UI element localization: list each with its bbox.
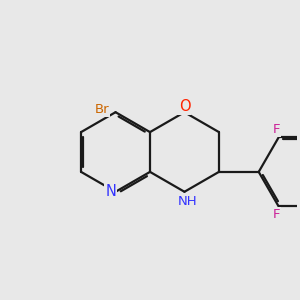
Text: Br: Br (94, 103, 109, 116)
Text: O: O (178, 99, 190, 114)
Text: N: N (105, 184, 116, 199)
Text: F: F (273, 123, 280, 136)
Text: F: F (273, 208, 280, 221)
Text: NH: NH (178, 195, 197, 208)
